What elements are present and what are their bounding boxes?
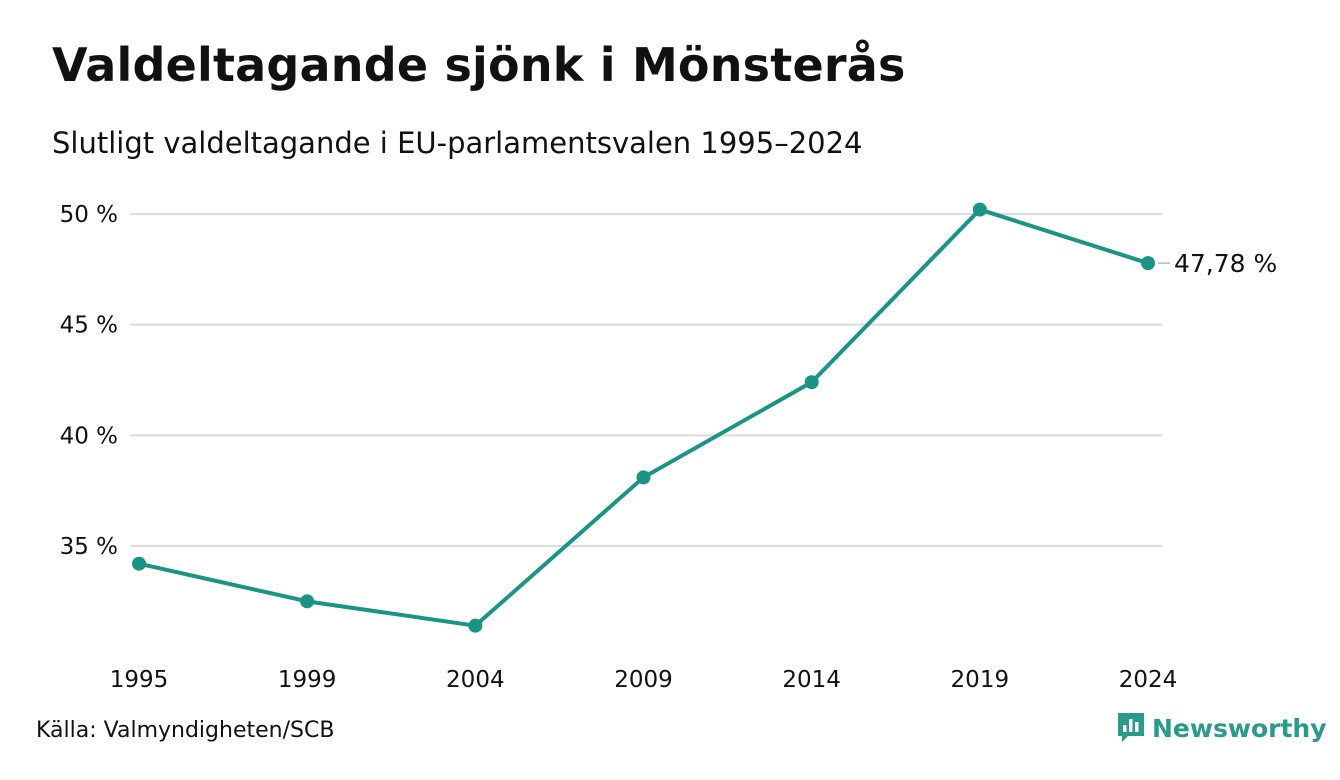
- x-tick-label: 2004: [446, 667, 505, 693]
- brand-name: Newsworthy: [1152, 713, 1327, 743]
- x-tick-label: 2019: [951, 667, 1010, 693]
- x-tick-label: 2014: [782, 667, 841, 693]
- data-point: [468, 618, 483, 633]
- brand-logo: Newsworthy: [1116, 712, 1327, 744]
- data-point: [804, 375, 819, 390]
- x-tick-label: 2009: [614, 667, 673, 693]
- source-note: Källa: Valmyndigheten/SCB: [36, 718, 335, 743]
- data-point: [972, 202, 987, 217]
- gridlines: [130, 213, 1162, 547]
- end-label-layer: 47,78 %: [1158, 249, 1277, 278]
- y-tick-label: 40 %: [60, 423, 118, 449]
- x-axis-ticks: 1995 1999 2004 2009 2014 2019 2024: [110, 667, 1178, 693]
- y-tick-label: 35 %: [60, 534, 118, 560]
- data-point: [132, 556, 146, 571]
- y-axis-ticks: 35 % 40 % 45 % 50 %: [60, 202, 118, 560]
- data-point: [300, 594, 315, 609]
- series-line: [137, 207, 1150, 628]
- line-chart: 35 % 40 % 45 % 50 % 1995 1999 2004 2009 2014 201…: [60, 202, 1278, 693]
- x-tick-label: 1995: [110, 667, 169, 693]
- end-value-label: 47,78 %: [1174, 249, 1277, 278]
- chart-subtitle: Slutligt valdeltagande i EU-parlamentsva…: [52, 126, 863, 160]
- data-point: [1141, 256, 1155, 271]
- y-tick-label: 45 %: [60, 313, 118, 339]
- data-point: [636, 470, 651, 485]
- y-tick-label: 50 %: [60, 202, 118, 228]
- bar-chart-speech-bubble-icon: [1118, 713, 1144, 742]
- data-points: [132, 202, 1155, 633]
- x-tick-label: 2024: [1119, 667, 1178, 693]
- series-line-layer: [137, 207, 1150, 628]
- chart-title: Valdeltagande sjönk i Mönsterås: [52, 38, 906, 92]
- x-tick-label: 1999: [278, 667, 337, 693]
